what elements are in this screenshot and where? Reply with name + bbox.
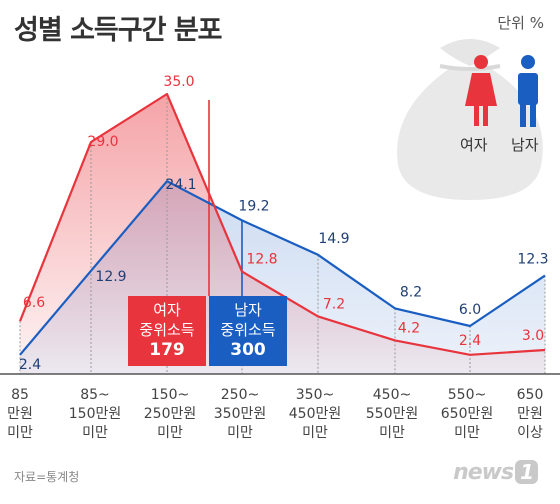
female-median-value: 179 <box>149 340 185 360</box>
male-label-2: 24.1 <box>165 177 196 193</box>
logo-text: news <box>453 460 514 485</box>
female-median-line1: 여자 <box>153 301 181 319</box>
legend-female-label: 여자 <box>460 136 488 154</box>
chart-title: 성별 소득구간 분포 <box>14 15 223 46</box>
female-label-6: 2.4 <box>459 333 481 349</box>
category-label-5: 450~ 550만원 미만 <box>365 387 419 441</box>
female-label-5: 4.2 <box>398 320 420 336</box>
female-label-3: 12.8 <box>246 252 277 268</box>
male-median-line1: 남자 <box>234 301 262 319</box>
category-label-3: 250~ 350만원 미만 <box>213 387 267 441</box>
female-label-1: 29.0 <box>87 134 118 150</box>
bag-body-shape <box>397 68 543 200</box>
category-label-1: 85~ 150만원 미만 <box>68 387 122 441</box>
logo-badge: 1 <box>515 460 538 484</box>
female-label-0: 6.6 <box>23 295 45 311</box>
male-label-1: 12.9 <box>95 269 126 285</box>
bag-tie-shape <box>439 64 501 71</box>
male-label-4: 14.9 <box>318 231 349 247</box>
source-note: 자료=통계청 <box>14 470 80 484</box>
female-person-icon <box>465 55 497 126</box>
female-label-2: 35.0 <box>163 74 194 90</box>
category-label-0: 85 만원 미만 <box>7 387 33 441</box>
female-median-box: 여자 중위소득 179 <box>128 296 206 366</box>
male-series-line <box>19 180 546 356</box>
male-label-0: 2.4 <box>19 357 41 373</box>
money-bag-illustration <box>397 39 543 200</box>
male-label-3: 19.2 <box>238 198 269 214</box>
bag-knot-shape <box>440 39 500 66</box>
female-series-line <box>18 92 546 356</box>
category-label-7: 650 만원 이상 <box>516 387 544 441</box>
female-label-4: 7.2 <box>323 296 345 312</box>
legend-male-label: 남자 <box>511 136 539 154</box>
male-label-5: 8.2 <box>400 284 422 300</box>
news1-logo: news 1 <box>453 460 538 485</box>
category-label-6: 550~ 650만원 미만 <box>440 387 494 441</box>
male-label-7: 12.3 <box>517 252 548 268</box>
category-label-2: 150~ 250만원 미만 <box>143 387 197 441</box>
unit-label: 단위 % <box>497 14 544 32</box>
female-label-7: 3.0 <box>522 328 544 344</box>
male-median-line2: 중위소득 <box>220 321 276 339</box>
male-label-6: 6.0 <box>459 302 481 318</box>
female-median-line2: 중위소득 <box>139 321 195 339</box>
category-label-4: 350~ 450만원 미만 <box>288 387 342 441</box>
male-person-icon <box>518 55 538 127</box>
male-median-box: 남자 중위소득 300 <box>209 296 287 366</box>
male-median-value: 300 <box>230 340 266 360</box>
